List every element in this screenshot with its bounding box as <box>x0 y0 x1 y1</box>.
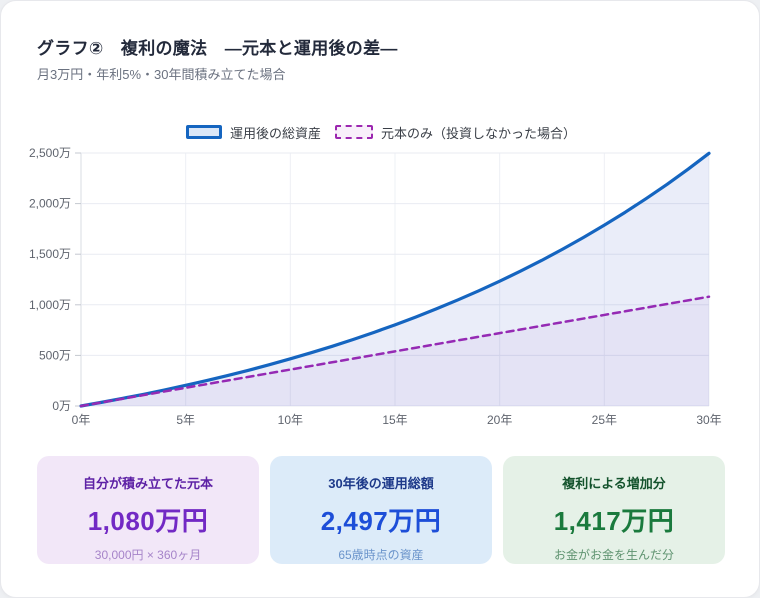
svg-text:25年: 25年 <box>592 413 617 427</box>
svg-text:20年: 20年 <box>487 413 512 427</box>
page-title: グラフ② 複利の魔法 ―元本と運用後の差― <box>37 39 398 58</box>
svg-text:0万: 0万 <box>52 399 71 413</box>
svg-text:5年: 5年 <box>176 413 195 427</box>
svg-text:0年: 0年 <box>72 413 91 427</box>
legend-label: 運用後の総資産 <box>229 125 321 141</box>
svg-text:1,500万: 1,500万 <box>29 247 71 261</box>
card-value: 2,497万円 <box>320 506 442 536</box>
card-title: 自分が積み立てた元本 <box>82 476 213 491</box>
legend-item-principal-only: 元本のみ（投資しなかった場合） <box>335 123 576 142</box>
card-note: お金がお金を生んだ分 <box>553 548 674 562</box>
legend-label: 元本のみ（投資しなかった場合） <box>381 125 577 141</box>
card-value: 1,080万円 <box>87 506 209 536</box>
svg-text:10年: 10年 <box>278 413 303 427</box>
svg-text:500万: 500万 <box>39 348 71 362</box>
card-title: 複利による増加分 <box>562 476 666 491</box>
card-title: 30年後の運用総額 <box>328 476 434 491</box>
svg-text:30年: 30年 <box>696 413 721 427</box>
chart-legend: 運用後の総資産 元本のみ（投資しなかった場合） <box>1 120 759 144</box>
card-note: 65歳時点の資産 <box>338 548 424 562</box>
legend-item-total-assets: 運用後の総資産 <box>185 123 321 142</box>
dashed-line-swatch-icon <box>335 125 373 139</box>
card-total-after-30y: 30年後の運用総額 2,497万円 65歳時点の資産 <box>270 456 492 564</box>
card-value: 1,417万円 <box>553 506 675 536</box>
page-subtitle: 月3万円・年利5%・30年間積み立てた場合 <box>37 67 286 82</box>
compound-interest-chart: 0万 500万 1,000万 1,500万 2,000万 2,500万 0年 5年 10年 15年… <box>29 146 722 427</box>
card-note: 30,000円 × 360ヶ月 <box>94 548 202 562</box>
svg-text:2,000万: 2,000万 <box>29 197 71 211</box>
svg-text:15年: 15年 <box>382 413 407 427</box>
solid-line-swatch-icon <box>185 125 222 139</box>
chart-area: 0万 500万 1,000万 1,500万 2,000万 2,500万 0年 5年 10年 15年… <box>1 143 759 443</box>
card-principal: 自分が積み立てた元本 1,080万円 30,000円 × 360ヶ月 <box>37 456 259 564</box>
summary-cards: 自分が積み立てた元本 1,080万円 30,000円 × 360ヶ月 30年後の… <box>37 456 725 564</box>
card-compound-gain: 複利による増加分 1,417万円 お金がお金を生んだ分 <box>503 456 725 564</box>
svg-text:2,500万: 2,500万 <box>29 146 71 160</box>
svg-text:1,000万: 1,000万 <box>29 298 71 312</box>
